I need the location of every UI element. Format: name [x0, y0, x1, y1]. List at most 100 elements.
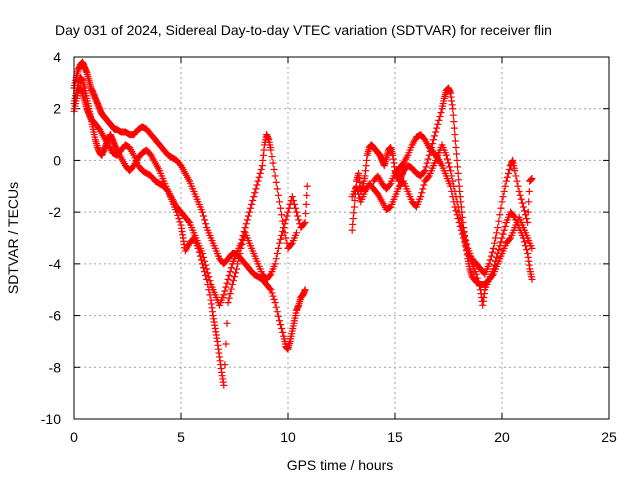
data-point	[270, 295, 278, 303]
data-point	[437, 109, 445, 117]
data-point	[350, 203, 358, 211]
data-point	[485, 260, 493, 268]
data-point	[528, 175, 536, 183]
x-axis-title: GPS time / hours	[287, 457, 394, 473]
data-point	[231, 273, 238, 281]
data-series	[348, 141, 536, 278]
data-point	[520, 238, 528, 246]
data-point	[498, 234, 506, 242]
data-point	[523, 215, 531, 223]
data-point	[432, 128, 440, 136]
data-point	[491, 239, 499, 247]
x-tick-labels: 0 5 10 15 20 25	[70, 429, 617, 445]
data-point	[424, 173, 432, 181]
data-point	[202, 220, 210, 228]
data-point	[487, 252, 495, 260]
data-point	[237, 239, 245, 247]
x-tick-label: 25	[601, 429, 617, 445]
data-point	[254, 177, 262, 185]
x-tick-label: 10	[280, 429, 296, 445]
data-point	[302, 200, 310, 208]
y-tick-label: -10	[41, 411, 61, 427]
data-point	[354, 186, 362, 194]
data-point	[493, 229, 501, 237]
data-point	[454, 163, 462, 171]
x-tick-label: 5	[177, 429, 185, 445]
data-point	[221, 361, 229, 369]
data-series	[70, 84, 301, 309]
data-point	[221, 287, 229, 295]
data-point	[272, 255, 280, 263]
data-point	[223, 279, 231, 287]
data-point	[252, 185, 260, 193]
y-tick-label: -6	[49, 308, 62, 324]
data-point	[199, 253, 207, 261]
data-point	[268, 153, 276, 161]
data-point	[510, 212, 518, 220]
data-point	[498, 198, 506, 206]
data-point	[284, 208, 292, 216]
y-tick-label: 2	[53, 101, 61, 117]
data-point	[274, 312, 282, 320]
data-point	[201, 216, 209, 224]
data-point	[450, 124, 458, 132]
data-point	[203, 265, 211, 273]
data-point	[241, 224, 249, 232]
data-point	[436, 112, 444, 120]
data-point	[242, 220, 250, 228]
data-point	[504, 169, 512, 177]
data-point	[453, 150, 461, 158]
data-point	[285, 204, 293, 212]
data-point	[267, 286, 275, 294]
data-point	[450, 118, 458, 126]
data-point	[473, 274, 481, 282]
data-point	[291, 204, 299, 212]
data-point	[454, 215, 462, 223]
data-point	[204, 269, 212, 277]
data-point	[277, 321, 285, 329]
data-point	[511, 167, 519, 175]
data-point	[287, 240, 295, 248]
data-point	[499, 230, 507, 238]
data-point	[524, 208, 532, 216]
y-tick-label: -4	[49, 256, 62, 272]
data-point	[280, 224, 288, 232]
data-point	[450, 198, 458, 206]
data-point	[294, 212, 302, 220]
data-point	[220, 381, 228, 389]
y-tick-label: -8	[49, 359, 62, 375]
data-point	[528, 275, 536, 283]
data-point	[352, 182, 360, 190]
data-point	[433, 124, 441, 132]
data-point	[278, 211, 286, 219]
data-point	[525, 187, 533, 195]
data-point	[227, 285, 235, 293]
plot-frame	[73, 56, 610, 420]
data-point	[277, 204, 285, 212]
data-point	[496, 211, 504, 219]
data-point	[421, 167, 429, 175]
data-point	[199, 212, 207, 220]
data-point	[269, 292, 277, 300]
data-point	[446, 163, 454, 171]
data-point	[283, 212, 291, 220]
data-point	[420, 168, 428, 176]
data-point	[453, 211, 461, 219]
data-point	[420, 181, 428, 189]
data-point	[223, 319, 231, 327]
data-point	[455, 218, 463, 226]
data-point	[224, 299, 232, 307]
data-point	[202, 261, 210, 269]
data-point	[434, 120, 442, 128]
data-point	[525, 198, 533, 206]
data-point	[424, 155, 432, 163]
data-point	[243, 216, 251, 224]
data-point	[301, 286, 309, 294]
data-point	[290, 200, 298, 208]
data-point	[505, 165, 513, 173]
data-point	[494, 224, 502, 232]
data-point	[267, 146, 275, 154]
data-point	[278, 325, 286, 332]
data-point	[205, 273, 213, 281]
data-point	[430, 136, 438, 144]
